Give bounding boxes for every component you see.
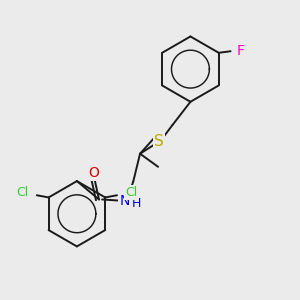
- Text: S: S: [154, 134, 164, 149]
- Text: H: H: [132, 197, 141, 210]
- Text: Cl: Cl: [16, 186, 29, 199]
- Text: N: N: [119, 194, 130, 208]
- Text: O: O: [88, 166, 99, 180]
- Text: Cl: Cl: [125, 186, 137, 199]
- Text: F: F: [236, 44, 244, 58]
